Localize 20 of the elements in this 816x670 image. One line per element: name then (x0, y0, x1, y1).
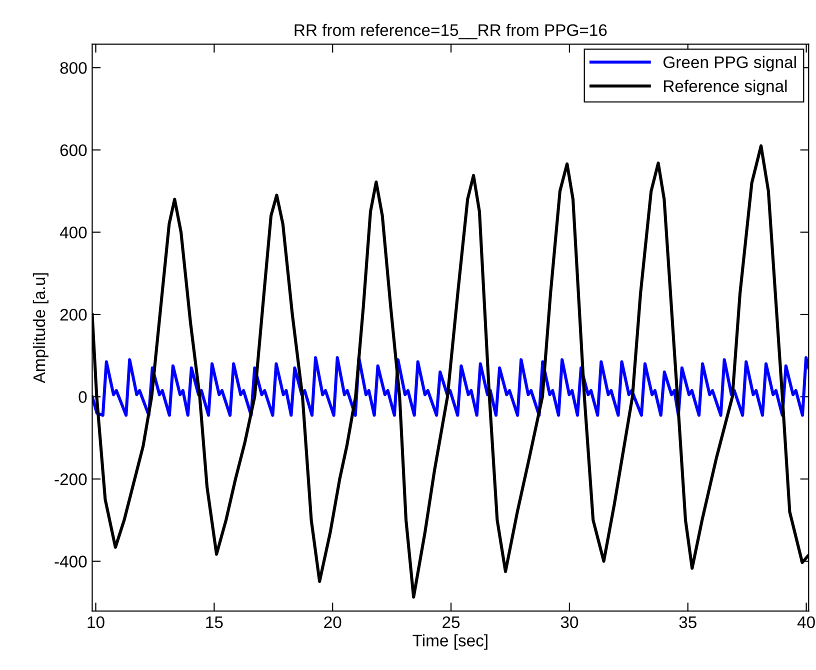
y-tick-label: -400 (54, 556, 87, 568)
y-tick-label: 800 (60, 62, 87, 74)
y-tick-label: 600 (60, 144, 87, 156)
line-series (92, 356, 809, 417)
x-tick-label: 25 (442, 616, 460, 628)
y-tick-label: -200 (54, 473, 87, 486)
y-tick-label: 200 (60, 308, 87, 321)
x-tick-label: 35 (679, 616, 696, 628)
legend-label: Green PPG signal (664, 56, 796, 72)
x-tick-label: 15 (206, 616, 223, 628)
y-axis-title: Amplitude [a.u] (32, 273, 48, 384)
x-tick-label: 30 (560, 616, 578, 628)
y-tick-label: 0 (78, 391, 87, 403)
y-tick-label: 400 (60, 226, 87, 238)
x-tick-label: 10 (88, 616, 104, 628)
x-axis-title: Time [sec] (412, 634, 488, 650)
x-tick-label: 40 (797, 616, 815, 628)
x-tick-label: 20 (324, 616, 342, 628)
chart-title: RR from reference=15__RR from PPG=16 (294, 24, 607, 40)
legend-label: Reference signal (664, 80, 787, 96)
